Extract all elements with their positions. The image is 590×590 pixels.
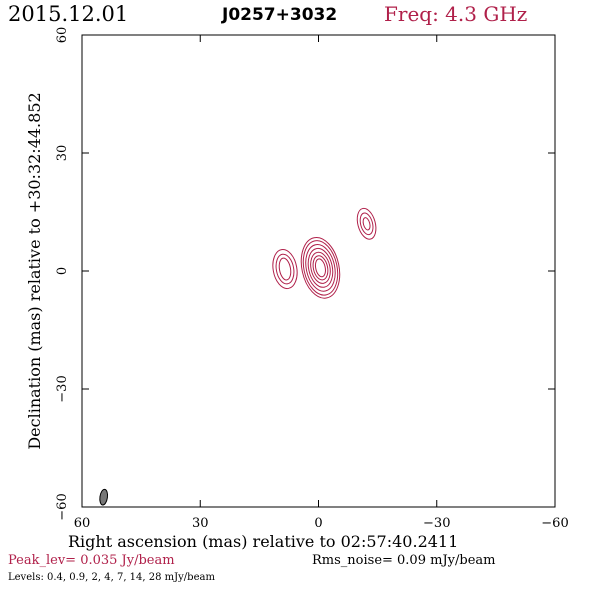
y-tick-label: −60 [55,493,70,520]
x-tick-label: 30 [192,516,209,531]
y-axis-label: Declination (mas) relative to +30:32:44.… [25,92,44,449]
contour-line [272,249,298,290]
contour-line [362,217,371,231]
beam-ellipse [99,488,109,506]
contour-line [302,240,339,296]
contour-line [314,258,326,278]
y-tick-label: 30 [55,145,70,162]
y-tick-label: 0 [55,267,70,275]
y-tick-label: −30 [55,375,70,402]
y-tick-label: 60 [55,27,70,44]
tick-labels: 60 30 0 −30 −60 60 30 0 −30 −60 [55,27,569,531]
x-tick-label: 0 [314,516,322,531]
source-name: J0257+3032 [222,5,338,25]
contour-line [275,253,295,285]
epoch-date: 2015.12.01 [8,2,129,26]
contour-line [356,207,377,240]
contour-line [278,257,292,281]
contour-line [310,251,331,284]
plot-frame [81,34,556,508]
contour-line [359,212,374,236]
contour-line [307,247,334,288]
frequency-label: Freq: 4.3 GHz [384,2,528,26]
x-axis-label: Right ascension (mas) relative to 02:57:… [68,532,459,551]
axis-ticks [81,34,556,508]
beam [99,488,109,506]
x-tick-label: 60 [74,516,91,531]
peak-level: Peak_lev= 0.035 Jy/beam [8,553,175,568]
x-tick-label: −60 [541,516,568,531]
x-tick-label: −30 [423,516,450,531]
contour-line [312,255,329,281]
contour-line [305,244,336,292]
rms-noise: Rms_noise= 0.09 mJy/beam [312,553,496,568]
contour-levels: Levels: 0.4, 0.9, 2, 4, 7, 14, 28 mJy/be… [8,572,215,583]
contours [272,207,377,299]
contour-line [300,237,341,299]
